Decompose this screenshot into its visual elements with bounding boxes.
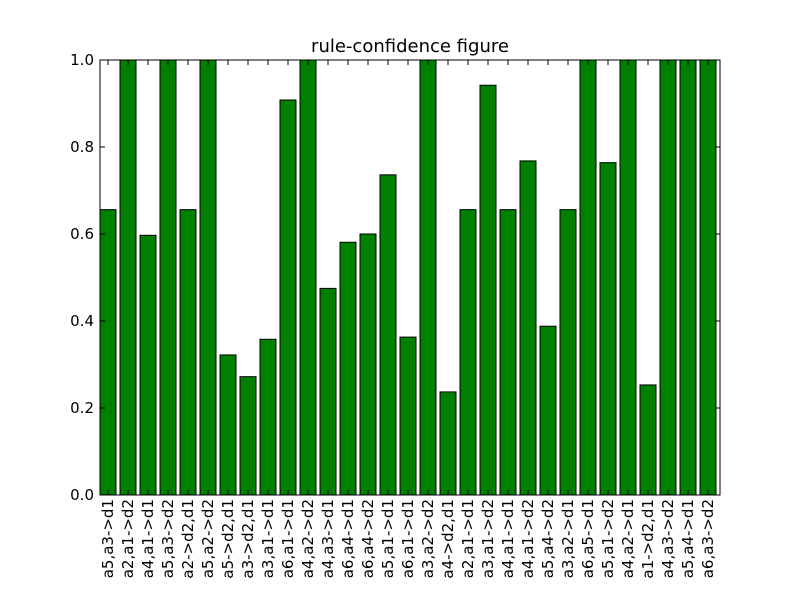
bar-9 bbox=[279, 99, 297, 496]
bar-24 bbox=[579, 59, 597, 496]
x-tick-label: a3,a1->d2 bbox=[479, 499, 497, 578]
bar-17 bbox=[439, 391, 457, 496]
bars-group bbox=[99, 59, 717, 496]
x-tick-label: a1->d2,d1 bbox=[639, 499, 657, 579]
x-tick-label: a5,a3->d1 bbox=[99, 499, 117, 578]
x-tick-label: a4,a2->d1 bbox=[619, 499, 637, 578]
bar-29 bbox=[679, 59, 697, 496]
x-tick-label: a2,a1->d1 bbox=[459, 499, 477, 578]
bar-21 bbox=[519, 160, 537, 496]
y-tick-label: 0.8 bbox=[70, 138, 94, 156]
x-tick-label: a2->d2,d1 bbox=[179, 499, 197, 579]
y-tick-label: 0.2 bbox=[70, 399, 94, 417]
y-axis: 0.0 0.2 0.4 0.6 0.8 1.0 bbox=[70, 51, 720, 504]
x-tick-label: a4,a3->d1 bbox=[319, 499, 337, 578]
bar-27 bbox=[639, 384, 657, 496]
bar-10 bbox=[299, 59, 317, 496]
x-tick-label: a4,a1->d1 bbox=[139, 499, 157, 578]
bar-15 bbox=[399, 336, 417, 496]
bar-13 bbox=[359, 233, 377, 496]
x-tick-label: a4,a1->d2 bbox=[519, 499, 537, 578]
bar-7 bbox=[239, 376, 257, 496]
x-tick-label: a5,a4->d1 bbox=[679, 499, 697, 578]
bar-8 bbox=[259, 338, 277, 496]
bar-30 bbox=[699, 59, 717, 496]
y-tick-label: 1.0 bbox=[70, 51, 94, 69]
x-tick-label: a4,a1->d1 bbox=[499, 499, 517, 578]
bar-25 bbox=[599, 162, 617, 496]
x-tick-label: a4->d2,d1 bbox=[439, 499, 457, 579]
bar-26 bbox=[619, 59, 637, 496]
bar-5 bbox=[199, 59, 217, 496]
x-tick-label: a5,a3->d2 bbox=[159, 499, 177, 578]
bar-3 bbox=[159, 59, 177, 496]
bar-18 bbox=[459, 209, 477, 496]
x-tick-label: a6,a1->d1 bbox=[399, 499, 417, 578]
x-tick-label: a3->d2,d1 bbox=[239, 499, 257, 579]
y-tick-label: 0.4 bbox=[70, 312, 94, 330]
bar-1 bbox=[119, 59, 137, 496]
chart-title: rule-confidence figure bbox=[311, 36, 509, 57]
x-tick-label: a3,a2->d2 bbox=[419, 499, 437, 578]
y-tick-label: 0.6 bbox=[70, 225, 94, 243]
y-tick-label: 0.0 bbox=[70, 486, 94, 504]
bar-11 bbox=[319, 287, 337, 496]
x-tick-label: a6,a4->d1 bbox=[339, 499, 357, 578]
bar-23 bbox=[559, 209, 577, 496]
x-tick-label: a5,a1->d2 bbox=[599, 499, 617, 578]
x-tick-label: a6,a1->d1 bbox=[279, 499, 297, 578]
bar-0 bbox=[99, 209, 117, 496]
bar-28 bbox=[659, 59, 677, 496]
bar-2 bbox=[139, 234, 157, 496]
bar-4 bbox=[179, 209, 197, 496]
x-tick-label: a5,a2->d2 bbox=[199, 499, 217, 578]
x-axis: a5,a3->d1 a2,a1->d2 a4,a1->d1 a5,a3->d2 a2->… bbox=[99, 60, 717, 579]
x-tick-label: a3,a2->d1 bbox=[559, 499, 577, 578]
bar-14 bbox=[379, 174, 397, 496]
x-tick-label: a2,a1->d2 bbox=[119, 499, 137, 578]
x-tick-label: a4,a2->d2 bbox=[299, 499, 317, 578]
x-tick-label: a5,a4->d2 bbox=[539, 499, 557, 578]
x-tick-label: a5,a1->d1 bbox=[379, 499, 397, 578]
bar-6 bbox=[219, 354, 237, 496]
x-tick-label: a6,a3->d2 bbox=[699, 499, 717, 578]
bar-19 bbox=[479, 84, 497, 496]
bar-16 bbox=[419, 59, 437, 496]
x-tick-label: a6,a4->d2 bbox=[359, 499, 377, 578]
x-tick-label: a5->d2,d1 bbox=[219, 499, 237, 579]
axes-frame bbox=[99, 59, 721, 496]
bar-22 bbox=[539, 325, 557, 496]
x-tick-label: a6,a5->d1 bbox=[579, 499, 597, 578]
bar-20 bbox=[499, 209, 517, 496]
x-tick-label: a4,a3->d2 bbox=[659, 499, 677, 578]
x-tick-label: a3,a1->d1 bbox=[259, 499, 277, 578]
bar-12 bbox=[339, 241, 357, 496]
